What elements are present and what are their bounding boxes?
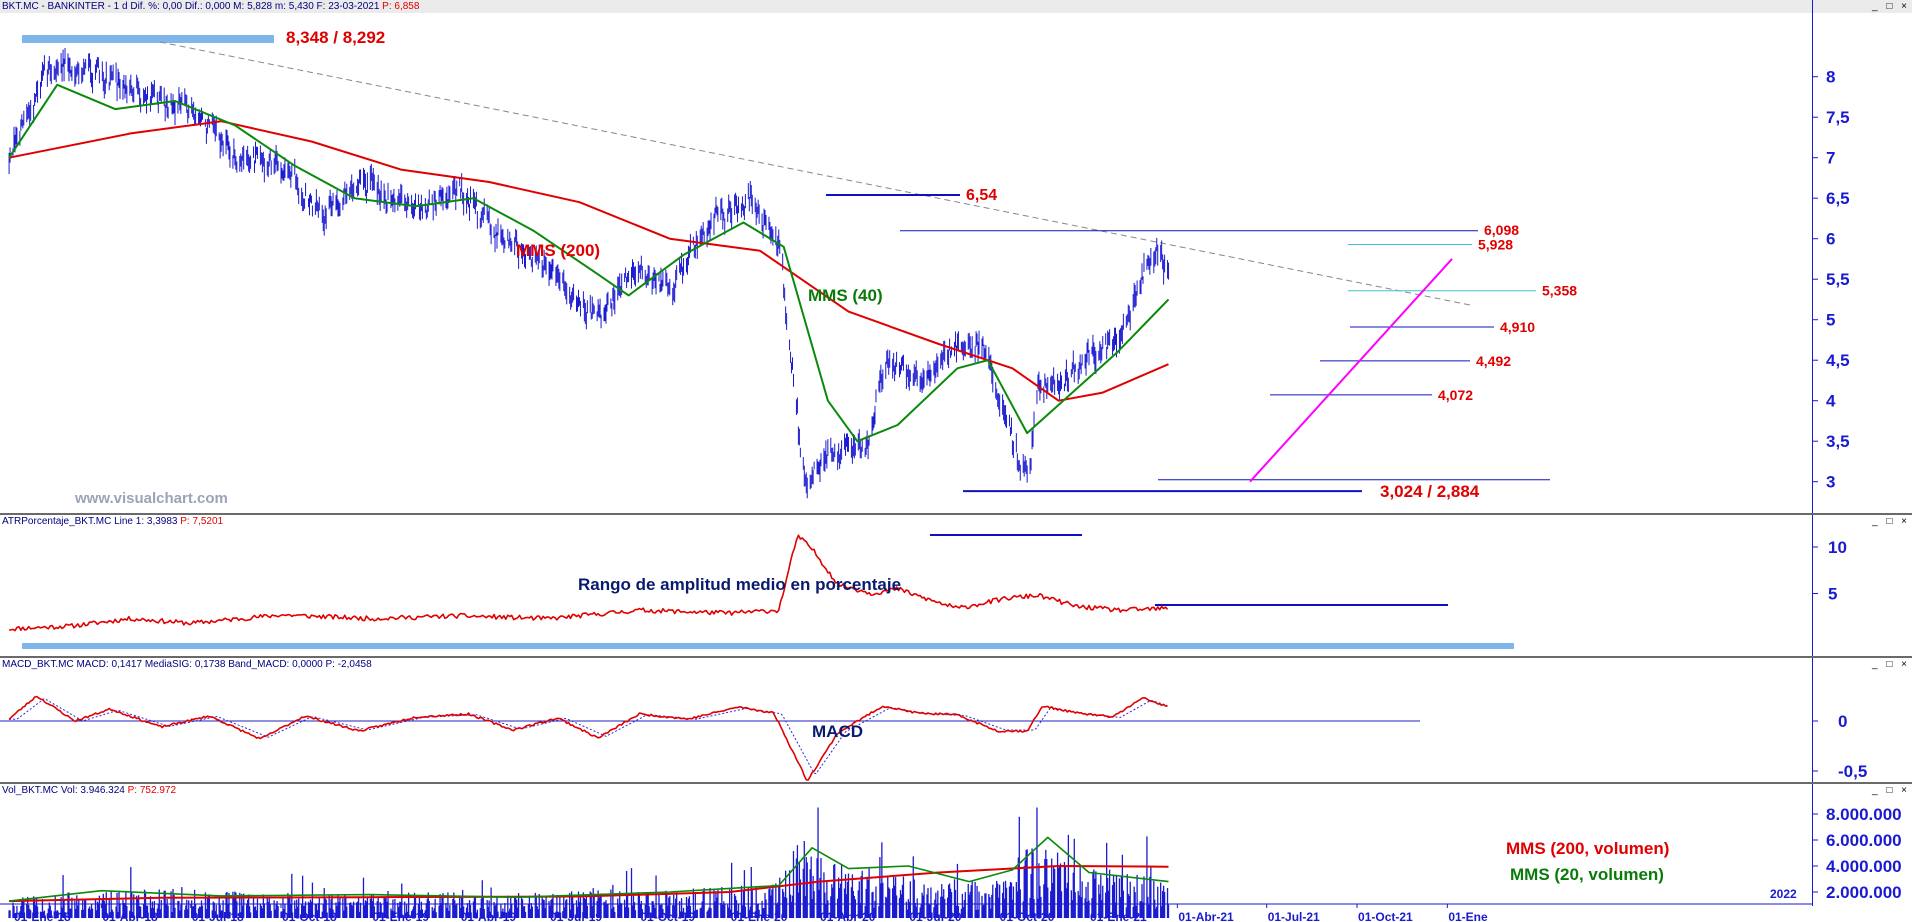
macd-signal-line (9, 697, 1168, 775)
atr-last-value: P: 7,5201 (180, 516, 224, 527)
price-y-tick-label: 4,5 (1826, 351, 1850, 370)
vol-window-controls[interactable]: _ □ × (1872, 785, 1910, 796)
title-strip (0, 0, 1912, 13)
price-last-value: P: 6,858 (382, 1, 420, 12)
macd-panel-title: MACD_BKT.MC MACD: 0,1417 MediaSIG: 0,173… (2, 659, 372, 670)
macd-chart: 0 -0,5 MACD (0, 658, 1867, 782)
volume-chart: 8.000.000 6.000.000 4.000.000 2.000.000 MMS … (0, 784, 1902, 922)
price-y-tick-label: 3,5 (1826, 432, 1850, 451)
macd-window-controls[interactable]: _ □ × (1872, 659, 1910, 670)
panel-separator[interactable] (0, 513, 1912, 515)
x-axis-tick-label: 01-Ene-20 (731, 910, 788, 922)
x-axis-tick-label: 01-Ene-18 (14, 910, 71, 922)
price-y-tick-label: 4 (1826, 392, 1836, 411)
vol-y-tick-label: 6.000.000 (1826, 831, 1902, 850)
atr-y-tick-label: 5 (1828, 585, 1837, 604)
atr-panel: 10 5 Rango de amplitud medio en porcentaje… (0, 515, 1912, 656)
x-axis-tick-label: 01-Abr-20 (820, 910, 876, 922)
x-axis-tick-label: 01-Abr-18 (102, 910, 158, 922)
vol-y-tick-label: 2.000.000 (1826, 883, 1902, 902)
price-window-controls[interactable]: _ □ × (1872, 1, 1910, 12)
x-axis-tick-label: 01-Ene-21 (1090, 910, 1147, 922)
price-y-tick-label: 7 (1826, 149, 1835, 168)
x-axis-tick-label: 01-Ene-19 (372, 910, 429, 922)
x-axis-tick-label: 01-Jul-19 (550, 910, 602, 922)
x-axis-tick-label: 01-Jul-18 (192, 910, 244, 922)
atr-y-tick-label: 10 (1828, 538, 1847, 557)
x-axis-tick-label: 01-Oct-19 (640, 910, 695, 922)
price-title-text: BKT.MC - BANKINTER - 1 d Dif. %: 0,00 Di… (2, 1, 380, 12)
x-axis-tick-label: 01-Oct-18 (282, 910, 337, 922)
macd-title-text: MACD_BKT.MC MACD: 0,1417 MediaSIG: 0,173… (2, 659, 372, 670)
volume-panel: 8.000.000 6.000.000 4.000.000 2.000.000 MMS … (0, 784, 1912, 922)
ascending-trendline (1249, 258, 1453, 483)
x-axis-tick-label: 01-Abr-21 (1178, 910, 1234, 922)
price-y-tick-label: 6,5 (1826, 189, 1850, 208)
level-5358-label: 5,358 (1542, 283, 1577, 299)
watermark: www.visualchart.com (74, 490, 228, 507)
x-axis-tick-label: 01-Abr-19 (461, 910, 517, 922)
bottom-level-label: 3,024 / 2,884 (1380, 482, 1480, 501)
atr-description-label: Rango de amplitud medio en porcentaje (578, 575, 901, 594)
macd-label: MACD (812, 722, 863, 741)
x-axis-tick-label: 01-Oct-21 (1358, 910, 1413, 922)
top-level-highlight (22, 35, 274, 43)
x-axis: 01-Ene-18 01-Abr-18 01-Jul-18 01-Oct-18 01-E… (0, 903, 1812, 922)
macd-panel: 0 -0,5 MACD MACD_BKT.MC MACD: 0,1417 Media… (0, 658, 1912, 782)
vol-y-tick-label: 8.000.000 (1826, 805, 1902, 824)
level-4072-label: 4,072 (1438, 387, 1473, 403)
level-5928-label: 5,928 (1478, 237, 1513, 253)
price-panel: 87,576,565,554,543,532,58,348 / 8,2926,5… (0, 0, 1912, 513)
descending-trendline (159, 41, 1471, 306)
mms200-label: MMS (200) (516, 241, 600, 260)
level-4492-label: 4,492 (1476, 353, 1511, 369)
atr-title-text: ATRPorcentaje_BKT.MC Line 1: 3,3983 (2, 516, 178, 527)
atr-line (9, 534, 1169, 632)
vol-last-value: P: 752.972 (127, 785, 177, 796)
x-axis-tick-label: 01-Oct-20 (1000, 910, 1055, 922)
price-bars (8, 47, 1170, 499)
price-y-tick-label: 5 (1826, 311, 1835, 330)
price-y-tick-label: 7,5 (1826, 108, 1850, 127)
price-y-tick-label: 6 (1826, 230, 1835, 249)
panel-separator[interactable] (0, 782, 1912, 784)
vol-mms200-line (9, 865, 1169, 903)
x-axis-tick-label: 01-Jul-21 (1268, 910, 1320, 922)
year-tag: 2022 (1770, 887, 1797, 901)
atr-chart: 10 5 Rango de amplitud medio en porcentaje (9, 515, 1847, 656)
macd-line (8, 695, 1168, 781)
price-y-tick-label: 3 (1826, 473, 1835, 492)
level-4910-label: 4,910 (1500, 319, 1535, 335)
mms40-line (8, 83, 1170, 443)
atr-base-highlight (22, 643, 1514, 649)
price-y-tick-label: 8 (1826, 68, 1835, 87)
price-chart: 87,576,565,554,543,532,58,348 / 8,2926,5… (0, 0, 1912, 513)
mms40-label: MMS (40) (808, 286, 883, 305)
level-6098-label: 6,098 (1484, 222, 1519, 238)
x-axis-tick-label: 01-Jul-20 (909, 910, 961, 922)
level-654-label: 6,54 (966, 187, 997, 204)
vol-mms20-label: MMS (20, volumen) (1510, 865, 1664, 884)
macd-y-tick-label: 0 (1838, 712, 1847, 731)
vol-y-tick-label: 4.000.000 (1826, 857, 1902, 876)
x-axis-tick-label: 01-Ene (1448, 910, 1488, 922)
vol-mms20-line (9, 836, 1169, 902)
price-panel-title: BKT.MC - BANKINTER - 1 d Dif. %: 0,00 Di… (2, 1, 419, 12)
mms200-line (8, 120, 1169, 402)
top-level-label: 8,348 / 8,292 (286, 28, 385, 47)
vol-mms200-label: MMS (200, volumen) (1506, 839, 1669, 858)
atr-panel-title: ATRPorcentaje_BKT.MC Line 1: 3,3983 P: 7… (2, 516, 223, 527)
volume-bars (8, 807, 1170, 918)
panel-separator[interactable] (0, 656, 1912, 658)
vol-title-text: Vol_BKT.MC Vol: 3.946.324 (2, 785, 125, 796)
atr-window-controls[interactable]: _ □ × (1872, 516, 1910, 527)
macd-y-tick-label: -0,5 (1838, 762, 1867, 781)
vol-panel-title: Vol_BKT.MC Vol: 3.946.324 P: 752.972 (2, 785, 176, 796)
price-y-tick-label: 5,5 (1826, 270, 1850, 289)
